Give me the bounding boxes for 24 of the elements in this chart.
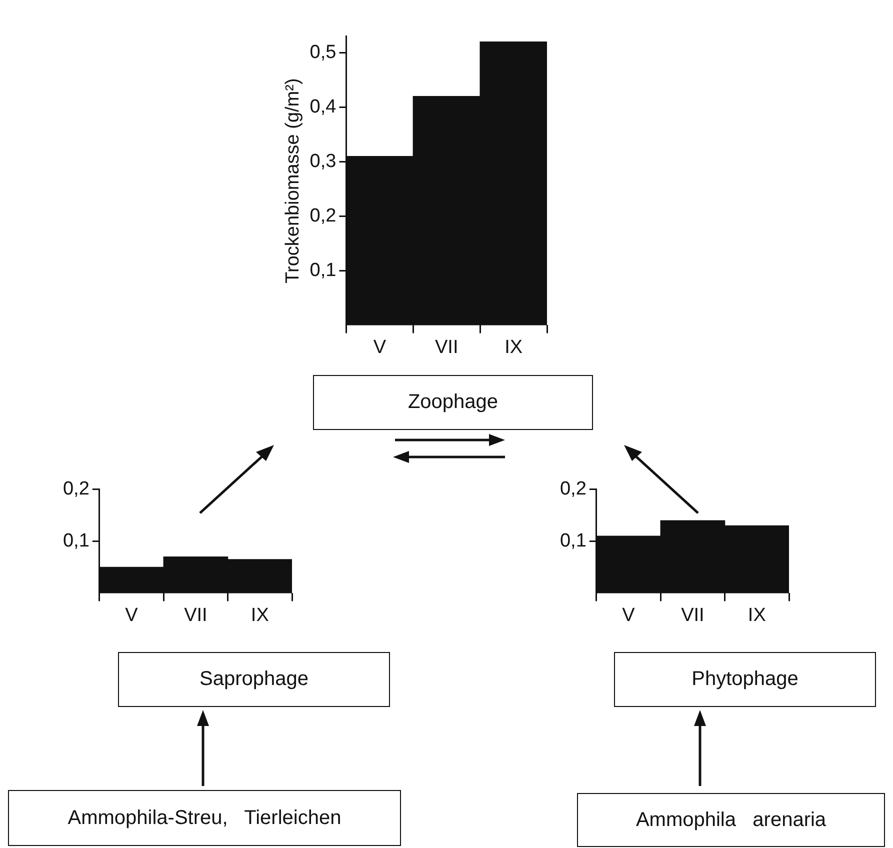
y-tick-label: 0,1 bbox=[310, 260, 336, 281]
y-tick-label: 0,2 bbox=[310, 205, 336, 226]
text: Saprophage bbox=[118, 652, 390, 707]
x-tick-label: V bbox=[125, 604, 138, 626]
text: Ammophila arenaria bbox=[577, 793, 885, 847]
y-tick-label: 0,2 bbox=[62, 478, 90, 500]
x-tick-label: IX bbox=[250, 604, 270, 626]
x-tick-label: VII bbox=[184, 604, 208, 626]
x-tick-label: IX bbox=[748, 604, 766, 626]
y-tick-label: 0,2 bbox=[560, 478, 586, 500]
y-axis-title: Trockenbiomasse (g/m²) bbox=[282, 78, 304, 284]
text: Phytophage bbox=[614, 652, 876, 707]
y-tick-label: 0,4 bbox=[310, 96, 337, 118]
y-tick-label: 0,3 bbox=[310, 150, 336, 172]
text: Ammophila-Streu, Tierleichen bbox=[8, 790, 401, 846]
x-tick-label: IX bbox=[504, 336, 523, 358]
x-tick-label: V bbox=[622, 604, 636, 626]
y-tick-label: 0,1 bbox=[62, 530, 90, 552]
y-tick-label: 0,5 bbox=[310, 42, 336, 63]
x-tick-label: VII bbox=[434, 336, 458, 358]
x-tick-label: VII bbox=[681, 604, 704, 626]
y-tick-label: 0,1 bbox=[560, 530, 586, 552]
x-tick-label: V bbox=[373, 336, 386, 358]
text: Zoophage bbox=[313, 375, 593, 430]
